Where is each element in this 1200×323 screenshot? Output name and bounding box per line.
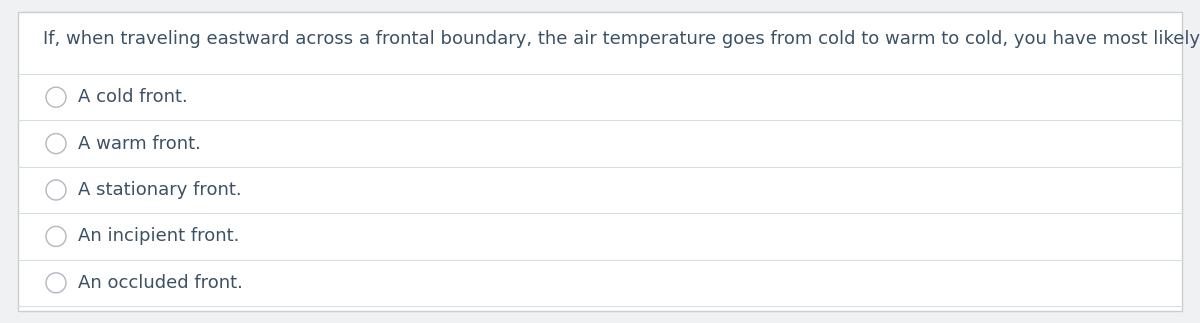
Circle shape [46,87,66,107]
Circle shape [46,226,66,246]
Text: A warm front.: A warm front. [78,135,200,152]
Text: A stationary front.: A stationary front. [78,181,241,199]
Text: An incipient front.: An incipient front. [78,227,239,245]
Text: A cold front.: A cold front. [78,88,187,106]
Circle shape [46,180,66,200]
Text: If, when traveling eastward across a frontal boundary, the air temperature goes : If, when traveling eastward across a fro… [43,30,1200,48]
Text: An occluded front.: An occluded front. [78,274,242,292]
Circle shape [46,134,66,154]
Circle shape [46,273,66,293]
